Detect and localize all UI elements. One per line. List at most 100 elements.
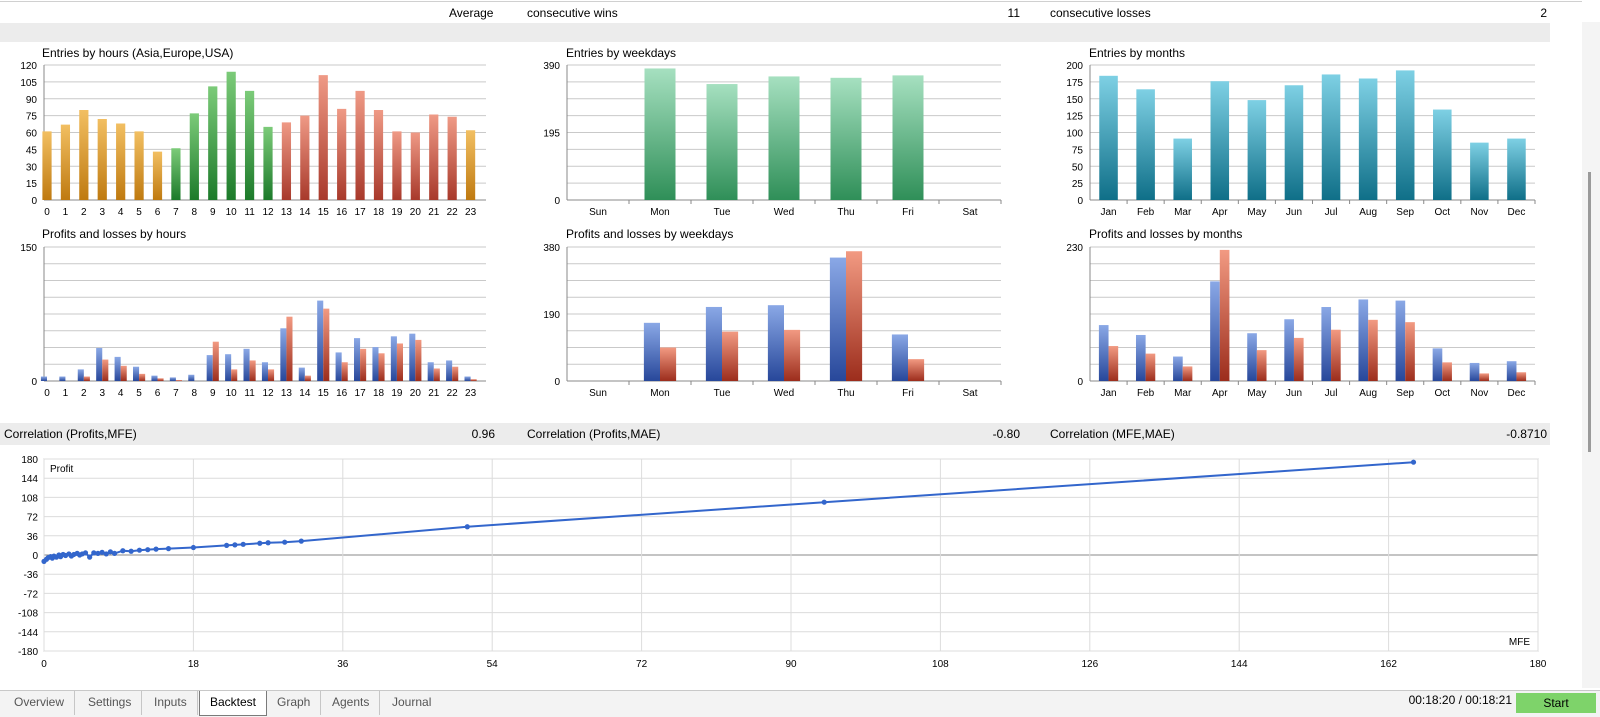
tab-inputs[interactable]: Inputs <box>144 691 198 715</box>
tab-graph[interactable]: Graph <box>267 691 322 715</box>
profit-bar <box>317 300 324 381</box>
loss-bar <box>1182 366 1193 381</box>
y-tick-label: 190 <box>543 310 560 321</box>
correlation-mfe-mae-label: Correlation (MFE,MAE) <box>1050 427 1175 441</box>
x-tick-label: Sun <box>589 388 607 399</box>
x-tick-label: Fri <box>902 388 914 399</box>
bar <box>337 108 347 200</box>
y-tick-label: 150 <box>1066 95 1083 106</box>
loss-bar <box>452 366 459 381</box>
profit-bar <box>705 306 722 381</box>
x-tick-label: 1 <box>63 388 69 399</box>
x-tick-label: 21 <box>428 388 440 399</box>
x-tick-label: 2 <box>81 207 87 218</box>
y-tick-label: 195 <box>543 129 560 140</box>
loss-bar <box>1479 373 1490 381</box>
y-tick-label: 25 <box>1072 179 1084 190</box>
x-tick-label: Mar <box>1174 207 1192 218</box>
scatter-point <box>232 542 238 548</box>
loss-bar <box>470 379 477 381</box>
x-tick-label: 5 <box>136 388 142 399</box>
x-tick-label: 180 <box>1530 659 1547 670</box>
profit-bar <box>1247 333 1257 381</box>
loss-bar <box>139 373 146 381</box>
vertical-scrollbar[interactable] <box>1582 22 1600 688</box>
x-tick-label: 0 <box>44 207 50 218</box>
summary-row: Average consecutive wins 11 consecutive … <box>0 1 1582 24</box>
tab-overview[interactable]: Overview <box>4 691 76 715</box>
bar <box>300 115 310 200</box>
scatter-point <box>257 540 263 546</box>
scatter-point <box>821 499 827 505</box>
tab-agents[interactable]: Agents <box>322 691 381 715</box>
loss-bar <box>433 368 440 381</box>
bar <box>706 84 738 200</box>
x-tick-label: Sep <box>1396 207 1414 218</box>
profit-bar <box>114 356 121 381</box>
x-tick-label: Mon <box>650 388 669 399</box>
bar <box>392 131 402 200</box>
profit-bar <box>427 362 434 381</box>
bar <box>830 77 862 200</box>
tester-tab-bar: Overview Settings Inputs Backtest Graph … <box>0 690 1600 717</box>
y-tick-label: 30 <box>26 162 38 173</box>
scatter-point <box>265 540 271 546</box>
profit-bar <box>206 355 213 381</box>
consecutive-losses-label: consecutive losses <box>1050 6 1151 20</box>
bar <box>1173 138 1192 200</box>
x-tick-label: 9 <box>210 207 216 218</box>
profit-bar <box>188 374 195 381</box>
y-tick-label: 125 <box>1066 112 1083 123</box>
loss-bar <box>286 316 293 381</box>
loss-bar <box>1442 362 1452 381</box>
separator-band <box>0 23 1550 42</box>
y-tick-label: 72 <box>27 513 39 524</box>
y-tick-label: 144 <box>21 474 38 485</box>
scatter-point <box>1410 459 1417 465</box>
y-tick-label: 150 <box>20 243 37 254</box>
y-tick-label: 105 <box>20 78 37 89</box>
scrollbar-thumb[interactable] <box>1588 172 1591 452</box>
y-tick-label: 180 <box>21 455 38 466</box>
correlation-profits-mae-label: Correlation (Profits,MAE) <box>527 427 661 441</box>
profit-bar <box>372 347 379 381</box>
bar <box>1136 89 1155 200</box>
loss-bar <box>1368 319 1378 381</box>
x-tick-label: 22 <box>447 207 459 218</box>
x-tick-label: Feb <box>1137 207 1155 218</box>
scatter-point <box>153 546 159 552</box>
profit-bar <box>1358 299 1369 381</box>
bar-charts: Entries by hours (Asia,Europe,USA)015304… <box>20 46 1536 399</box>
scatter-point <box>136 547 143 553</box>
x-tick-label: Dec <box>1508 207 1526 218</box>
profit-bar <box>225 354 232 381</box>
scatter-point <box>111 550 118 556</box>
tab-settings[interactable]: Settings <box>78 691 143 715</box>
x-tick-label: Apr <box>1212 388 1228 399</box>
x-tick-label: 108 <box>932 659 949 670</box>
start-button[interactable]: Start <box>1516 693 1596 713</box>
y-tick-label: 0 <box>554 377 560 388</box>
x-tick-label: Jun <box>1286 207 1302 218</box>
profit-bar <box>243 348 250 381</box>
loss-bar <box>1219 249 1230 381</box>
x-tick-label: Jun <box>1286 388 1302 399</box>
x-tick-label: 15 <box>318 207 330 218</box>
loss-bar <box>157 378 164 381</box>
bar <box>152 151 163 200</box>
tab-backtest[interactable]: Backtest <box>199 691 268 716</box>
loss-bar <box>1516 372 1527 381</box>
profit-bar <box>59 376 66 381</box>
correlation-profits-mfe-label: Correlation (Profits,MFE) <box>4 427 137 441</box>
tab-journal[interactable]: Journal <box>392 695 432 709</box>
x-tick-label: 23 <box>465 207 477 218</box>
bar <box>465 130 476 200</box>
loss-bar <box>1256 350 1267 381</box>
loss-bar <box>175 380 182 381</box>
x-tick-label: Apr <box>1212 207 1228 218</box>
x-tick-label: May <box>1247 207 1266 218</box>
x-tick-label: 14 <box>299 388 311 399</box>
x-tick-label: 21 <box>428 207 440 218</box>
profit-bar <box>354 338 361 381</box>
y-tick-label: 0 <box>1077 196 1083 207</box>
